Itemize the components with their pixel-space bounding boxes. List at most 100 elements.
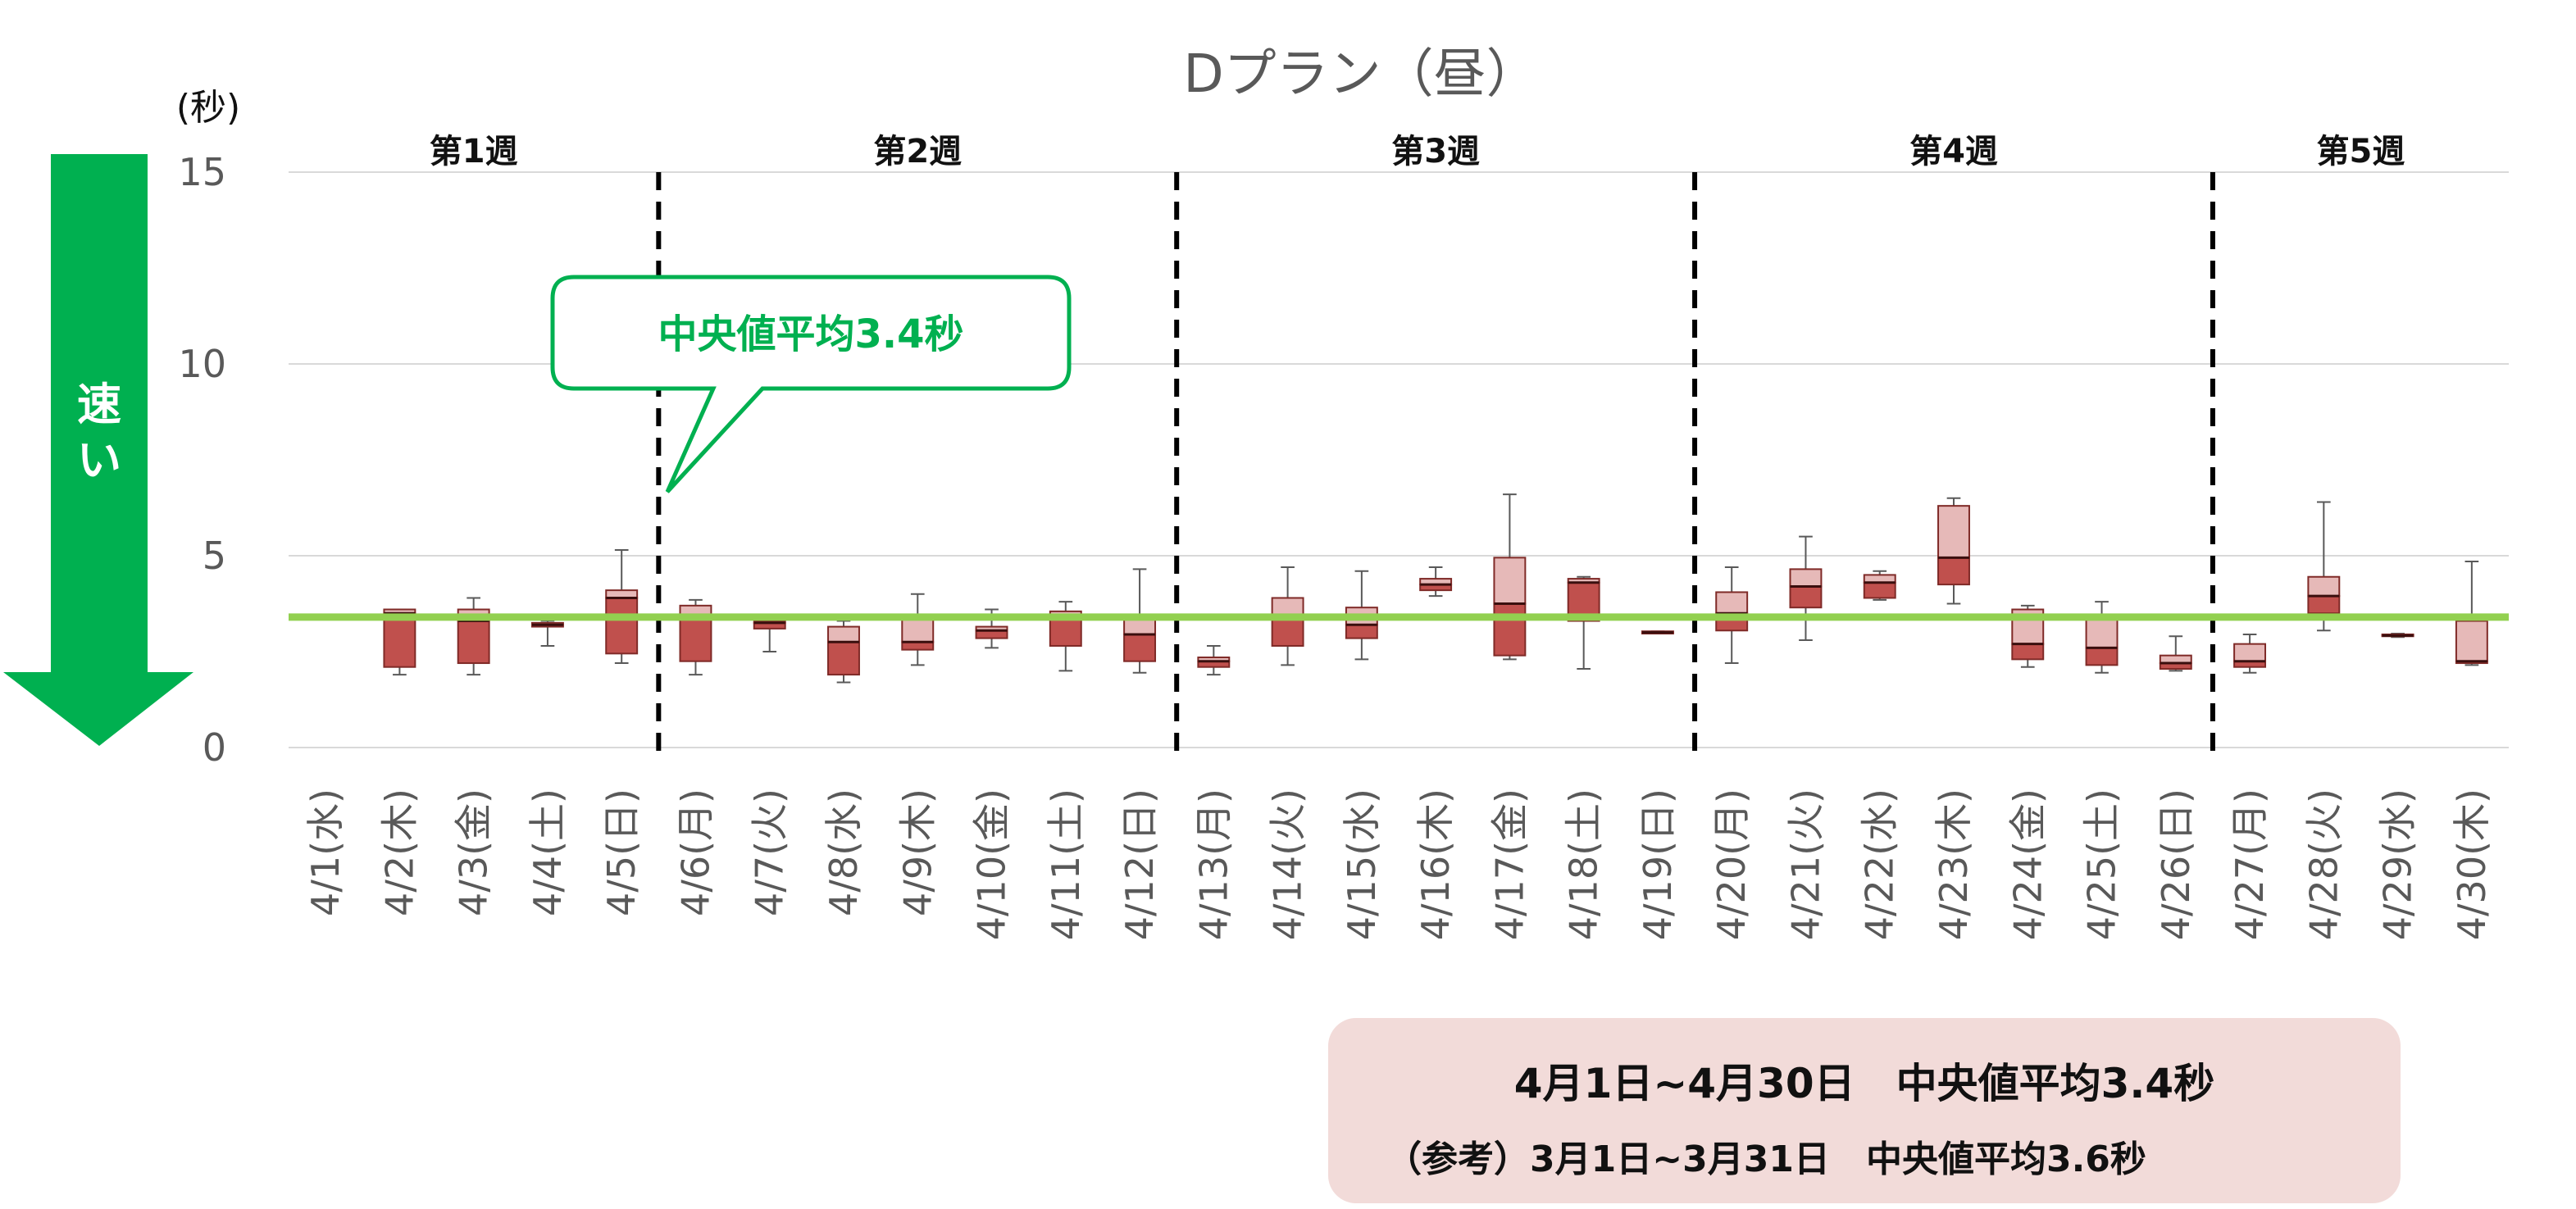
y-tick-5: 5 [203, 534, 226, 578]
box-11 [1049, 601, 1082, 672]
median-callout: 中央値平均3.4秒 [550, 275, 1072, 493]
x-tick-labels: 4/1(水) 4/2(木) 4/3(金) 4/4(土) 4/5(日) 4/6(月) 4/7(… [303, 789, 2494, 940]
box-26 [2159, 635, 2192, 672]
box-lower [1123, 633, 1157, 662]
box-29 [2381, 633, 2414, 639]
summary-period: 4月1日~4月30日 [1513, 1060, 1855, 1107]
x-tick-25: 4/25(土) [2080, 789, 2124, 940]
box-8 [827, 620, 860, 684]
x-tick-14: 4/14(火) [1266, 789, 1310, 940]
week-label-3: 第3週 [1391, 133, 1480, 170]
box-lower [679, 618, 712, 662]
box-14 [1271, 566, 1304, 666]
down-arrow-icon [3, 154, 193, 746]
box-lower [1863, 581, 1896, 599]
box-lower [1493, 602, 1527, 657]
summary-main: 4月1日~4月30日 中央値平均3.4秒 [1328, 1051, 2401, 1110]
y-tick-0: 0 [203, 725, 226, 770]
x-tick-4: 4/4(土) [526, 789, 570, 916]
box-lower [1789, 585, 1823, 609]
box-9 [901, 593, 935, 666]
box-4 [530, 620, 564, 647]
x-tick-5: 4/5(日) [599, 789, 644, 916]
box-upper [1715, 591, 1749, 615]
x-tick-30: 4/30(木) [2450, 789, 2494, 940]
x-tick-20: 4/20(月) [1709, 789, 1754, 940]
x-tick-18: 4/18(土) [1562, 789, 1606, 940]
x-tick-28: 4/28(火) [2301, 789, 2346, 940]
box-21 [1789, 535, 1823, 641]
box-upper [1493, 557, 1527, 605]
x-tick-19: 4/19(日) [1636, 789, 1680, 940]
x-tick-16: 4/16(木) [1413, 789, 1458, 940]
callout-text: 中央値平均3.4秒 [658, 311, 963, 357]
week-label-1: 第1週 [430, 133, 518, 170]
box-25 [2085, 601, 2119, 674]
y-axis-label: (秒) [176, 87, 240, 129]
box-12 [1123, 568, 1157, 674]
callout-bubble [550, 275, 1072, 493]
summary-ref-median: 中央値平均3.6秒 [1865, 1139, 2146, 1180]
box-7 [753, 620, 786, 652]
box-27 [2233, 633, 2267, 674]
x-tick-10: 4/10(金) [970, 789, 1014, 940]
box-13 [1197, 644, 1231, 676]
box-5 [605, 548, 639, 665]
box-upper [827, 625, 860, 643]
x-tick-12: 4/12(日) [1117, 789, 1162, 940]
box-22 [1863, 570, 1896, 601]
boxes [383, 493, 2488, 684]
box-upper [2455, 620, 2488, 662]
x-tick-21: 4/21(火) [1783, 789, 1827, 940]
x-tick-23: 4/23(木) [1932, 789, 1976, 940]
box-16 [1419, 566, 1453, 598]
box-lower [1271, 618, 1304, 647]
x-tick-7: 4/7(火) [748, 789, 792, 916]
box-lower [383, 612, 416, 668]
x-tick-17: 4/17(金) [1487, 789, 1531, 940]
week-label-2: 第2週 [873, 133, 962, 170]
x-tick-15: 4/15(水) [1340, 789, 1384, 940]
chart-title: Dプラン（昼） [1183, 44, 1538, 105]
box-lower [2085, 647, 2119, 666]
speed-arrow: 速 い [3, 154, 193, 746]
x-tick-2: 4/2(木) [377, 789, 421, 916]
box-upper [2085, 616, 2119, 649]
x-tick-8: 4/8(水) [821, 789, 866, 916]
x-tick-27: 4/27(月) [2228, 789, 2272, 940]
box-upper [1937, 505, 1970, 559]
box-19 [1641, 630, 1674, 635]
box-30 [2455, 561, 2488, 666]
box-23 [1937, 497, 1970, 605]
week-label-5: 第5週 [2317, 133, 2405, 170]
box-lower [2011, 643, 2045, 661]
summary-ref-prefix: （参考）3月1日~3月31日 [1386, 1139, 1830, 1180]
box-upper [1789, 568, 1823, 588]
x-tick-13: 4/13(月) [1191, 789, 1236, 940]
week-labels: 第1週 第2週 第3週 第4週 第5週 [430, 133, 2405, 170]
box-17 [1493, 493, 1527, 661]
summary-box: 4月1日~4月30日 中央値平均3.4秒 （参考）3月1日~3月31日 中央値平均3… [1328, 1018, 2401, 1203]
arrow-label-1: 速 [77, 379, 121, 430]
box-lower [1345, 624, 1378, 639]
box-upper [2307, 575, 2341, 598]
y-tick-10: 10 [178, 342, 226, 386]
arrow-label-2: い [77, 434, 121, 486]
box-lower [457, 620, 490, 665]
box-18 [1567, 575, 1600, 670]
x-tick-9: 4/9(木) [895, 789, 940, 916]
summary-reference: （参考）3月1日~3月31日 中央値平均3.6秒 [1386, 1129, 2146, 1182]
y-tick-labels: 0 5 10 15 [178, 150, 226, 770]
box-lower [605, 597, 639, 655]
box-lower [1937, 557, 1970, 586]
box-upper [2233, 643, 2267, 662]
week-label-4: 第4週 [1909, 133, 1998, 170]
box-28 [2307, 501, 2341, 632]
x-tick-22: 4/22(水) [1858, 789, 1902, 940]
x-tick-11: 4/11(土) [1044, 789, 1088, 940]
box-lower [1049, 618, 1082, 647]
box-lower [827, 641, 860, 676]
box-upper [1123, 618, 1157, 635]
y-tick-15: 15 [178, 150, 226, 194]
